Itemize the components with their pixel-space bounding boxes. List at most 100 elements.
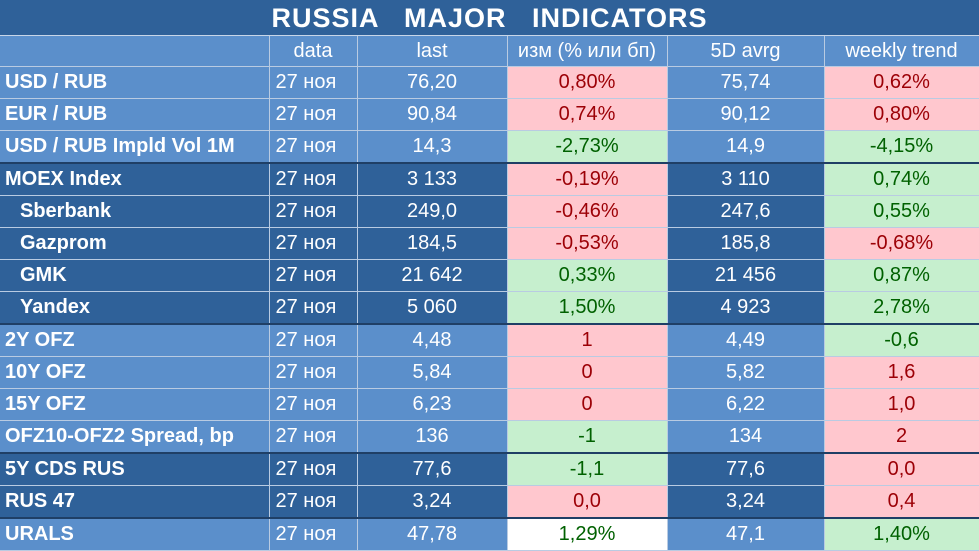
last-value: 47,78 — [357, 517, 508, 551]
indicator-name: 10Y OFZ — [0, 356, 270, 389]
date-cell: 27 ноя — [269, 420, 358, 454]
trend-value: 1,0 — [824, 388, 979, 421]
avg-value: 4,49 — [667, 323, 825, 357]
date-cell: 27 ноя — [269, 356, 358, 389]
date-cell: 27 ноя — [269, 291, 358, 325]
table-row: USD / RUB Impld Vol 1M 27 ноя 14,3 -2,73% 14… — [0, 130, 979, 164]
trend-value: -0,68% — [824, 227, 979, 260]
indicator-name: USD / RUB — [0, 66, 270, 99]
avg-value: 77,6 — [667, 452, 825, 486]
indicator-name: EUR / RUB — [0, 98, 270, 131]
indicator-name: URALS — [0, 517, 270, 551]
change-value: 1,50% — [507, 291, 668, 325]
indicator-name: Sberbank — [0, 195, 270, 228]
trend-value: 0,87% — [824, 259, 979, 292]
avg-value: 3 110 — [667, 162, 825, 196]
trend-value: 1,6 — [824, 356, 979, 389]
change-value: 1 — [507, 323, 668, 357]
avg-value: 134 — [667, 420, 825, 454]
date-cell: 27 ноя — [269, 130, 358, 164]
table-row: Sberbank 27 ноя 249,0 -0,46% 247,6 0,55% — [0, 195, 979, 228]
table-row: 10Y OFZ 27 ноя 5,84 0 5,82 1,6 — [0, 356, 979, 389]
trend-value: 0,80% — [824, 98, 979, 131]
trend-value: 2 — [824, 420, 979, 454]
trend-value: 1,40% — [824, 517, 979, 551]
header-name — [0, 36, 270, 67]
date-cell: 27 ноя — [269, 452, 358, 486]
trend-value: 0,55% — [824, 195, 979, 228]
trend-value: -4,15% — [824, 130, 979, 164]
date-cell: 27 ноя — [269, 388, 358, 421]
indicator-name: USD / RUB Impld Vol 1M — [0, 130, 270, 164]
date-cell: 27 ноя — [269, 485, 358, 519]
last-value: 249,0 — [357, 195, 508, 228]
table-row: EUR / RUB 27 ноя 90,84 0,74% 90,12 0,80% — [0, 98, 979, 131]
last-value: 5 060 — [357, 291, 508, 325]
header-date: data — [269, 36, 358, 67]
change-value: 0,74% — [507, 98, 668, 131]
avg-value: 185,8 — [667, 227, 825, 260]
avg-value: 247,6 — [667, 195, 825, 228]
avg-value: 3,24 — [667, 485, 825, 519]
indicator-name: Yandex — [0, 291, 270, 325]
indicator-name: Gazprom — [0, 227, 270, 260]
header-row: data last изм (% или бп) 5D avrg weekly … — [0, 36, 979, 67]
avg-value: 47,1 — [667, 517, 825, 551]
change-value: -1 — [507, 420, 668, 454]
last-value: 5,84 — [357, 356, 508, 389]
indicator-name: RUS 47 — [0, 485, 270, 519]
table-row: 15Y OFZ 27 ноя 6,23 0 6,22 1,0 — [0, 388, 979, 421]
trend-value: 0,0 — [824, 452, 979, 486]
change-value: -0,46% — [507, 195, 668, 228]
last-value: 90,84 — [357, 98, 508, 131]
change-value: -0,53% — [507, 227, 668, 260]
date-cell: 27 ноя — [269, 195, 358, 228]
date-cell: 27 ноя — [269, 517, 358, 551]
avg-value: 21 456 — [667, 259, 825, 292]
table-row: RUS 47 27 ноя 3,24 0,0 3,24 0,4 — [0, 485, 979, 519]
last-value: 14,3 — [357, 130, 508, 164]
change-value: 0,33% — [507, 259, 668, 292]
date-cell: 27 ноя — [269, 162, 358, 196]
header-change: изм (% или бп) — [507, 36, 668, 67]
trend-value: 0,4 — [824, 485, 979, 519]
last-value: 6,23 — [357, 388, 508, 421]
avg-value: 14,9 — [667, 130, 825, 164]
trend-value: 0,62% — [824, 66, 979, 99]
last-value: 77,6 — [357, 452, 508, 486]
last-value: 21 642 — [357, 259, 508, 292]
table-row: Gazprom 27 ноя 184,5 -0,53% 185,8 -0,68% — [0, 227, 979, 260]
trend-value: 2,78% — [824, 291, 979, 325]
change-value: 0,80% — [507, 66, 668, 99]
change-value: 0,0 — [507, 485, 668, 519]
date-cell: 27 ноя — [269, 98, 358, 131]
indicator-name: 2Y OFZ — [0, 323, 270, 357]
sheet-title: RUSSIA MAJOR INDICATORS — [0, 0, 979, 36]
date-cell: 27 ноя — [269, 259, 358, 292]
last-value: 76,20 — [357, 66, 508, 99]
change-value: 0 — [507, 356, 668, 389]
table-row: OFZ10-OFZ2 Spread, bp 27 ноя 136 -1 134 2 — [0, 420, 979, 454]
indicator-name: OFZ10-OFZ2 Spread, bp — [0, 420, 270, 454]
table-row: URALS 27 ноя 47,78 1,29% 47,1 1,40% — [0, 517, 979, 551]
change-value: 0 — [507, 388, 668, 421]
table-row: USD / RUB 27 ноя 76,20 0,80% 75,74 0,62% — [0, 66, 979, 99]
table-row: 2Y OFZ 27 ноя 4,48 1 4,49 -0,6 — [0, 323, 979, 357]
trend-value: 0,74% — [824, 162, 979, 196]
indicator-name: 5Y CDS RUS — [0, 452, 270, 486]
indicator-name: 15Y OFZ — [0, 388, 270, 421]
header-avg: 5D avrg — [667, 36, 825, 67]
date-cell: 27 ноя — [269, 66, 358, 99]
avg-value: 6,22 — [667, 388, 825, 421]
last-value: 136 — [357, 420, 508, 454]
header-trend: weekly trend — [824, 36, 979, 67]
table-row: Yandex 27 ноя 5 060 1,50% 4 923 2,78% — [0, 291, 979, 325]
indicators-table: data last изм (% или бп) 5D avrg weekly … — [0, 36, 979, 551]
change-value: -1,1 — [507, 452, 668, 486]
date-cell: 27 ноя — [269, 227, 358, 260]
avg-value: 75,74 — [667, 66, 825, 99]
indicator-name: GMK — [0, 259, 270, 292]
table-row: 5Y CDS RUS 27 ноя 77,6 -1,1 77,6 0,0 — [0, 452, 979, 486]
last-value: 4,48 — [357, 323, 508, 357]
